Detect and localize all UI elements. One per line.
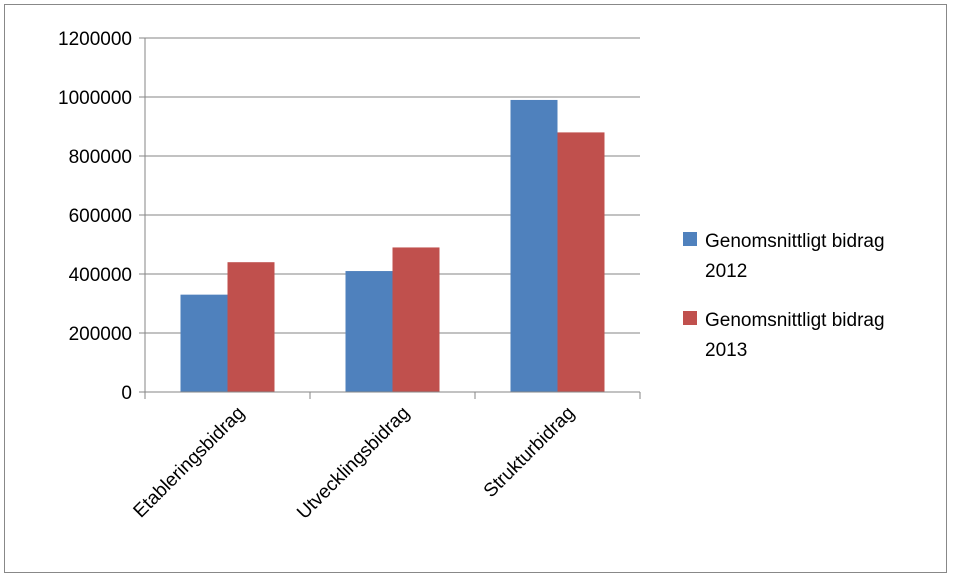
y-tick-label: 800000: [69, 147, 132, 168]
x-axis-tick-labels: Etableringsbidrag Utvecklingsbidrag Strukt…: [130, 403, 579, 524]
bar-utvecklingsbidrag-2013: [393, 247, 440, 392]
x-tick-label: Strukturbidrag: [480, 403, 579, 502]
y-tick-label: 200000: [69, 324, 132, 345]
bar-etableringsbidrag-2012: [181, 295, 228, 392]
legend: Genomsnittligt bidrag 2012 Genomsnittligt …: [683, 231, 885, 361]
legend-label: Genomsnittligt bidrag: [705, 310, 885, 331]
legend-swatch: [683, 311, 697, 325]
y-tick-label: 600000: [69, 206, 132, 227]
legend-swatch: [683, 232, 697, 246]
bar-etableringsbidrag-2013: [228, 262, 275, 392]
bar-utvecklingsbidrag-2012: [346, 271, 393, 392]
y-tick-label: 1000000: [58, 88, 132, 109]
bars: [181, 100, 605, 392]
y-axis-tick-labels: 0 200000 400000 600000 800000 1000000 1200000: [58, 29, 132, 404]
bar-strukturbidrag-2013: [558, 132, 605, 392]
legend-label: 2013: [705, 340, 747, 361]
x-tick-label: Utvecklingsbidrag: [293, 403, 414, 524]
y-tick-label: 0: [121, 383, 132, 404]
y-tick-label: 400000: [69, 265, 132, 286]
legend-label: Genomsnittligt bidrag: [705, 231, 885, 252]
y-tick-label: 1200000: [58, 29, 132, 50]
bar-strukturbidrag-2012: [511, 100, 558, 392]
legend-label: 2012: [705, 261, 747, 282]
x-tick-label: Etableringsbidrag: [130, 403, 249, 522]
